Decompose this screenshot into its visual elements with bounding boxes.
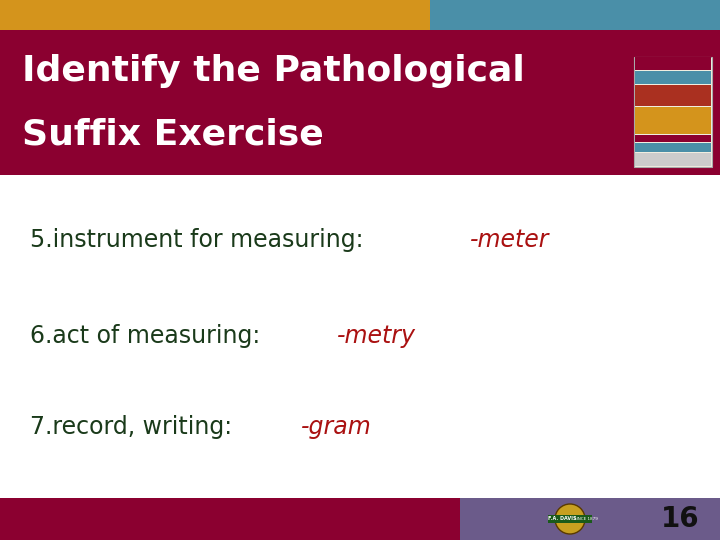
Bar — [0, 498, 460, 540]
Bar — [548, 515, 592, 523]
Bar — [0, 0, 430, 30]
Bar — [635, 71, 711, 84]
Bar — [635, 57, 711, 70]
Text: SINCE 1879: SINCE 1879 — [574, 517, 598, 521]
Text: Identify the Pathological: Identify the Pathological — [22, 53, 525, 87]
Bar — [635, 143, 711, 152]
Text: 7.record, writing:: 7.record, writing: — [30, 415, 240, 439]
Text: 6.act of measuring:: 6.act of measuring: — [30, 325, 268, 348]
Bar — [0, 30, 720, 175]
Bar — [460, 498, 720, 540]
Text: 16: 16 — [662, 505, 700, 533]
Text: F.A. DAVIS: F.A. DAVIS — [548, 516, 576, 521]
Text: -metry: -metry — [337, 325, 415, 348]
Text: Suffix Exercise: Suffix Exercise — [22, 117, 324, 151]
Bar — [635, 107, 711, 134]
Bar — [430, 0, 720, 30]
Bar — [634, 57, 712, 167]
Bar — [635, 153, 711, 166]
Bar — [635, 85, 711, 106]
Bar — [635, 135, 711, 142]
Text: -gram: -gram — [300, 415, 372, 439]
Circle shape — [555, 504, 585, 534]
Text: -meter: -meter — [470, 227, 549, 252]
Text: 5.instrument for measuring:: 5.instrument for measuring: — [30, 227, 371, 252]
